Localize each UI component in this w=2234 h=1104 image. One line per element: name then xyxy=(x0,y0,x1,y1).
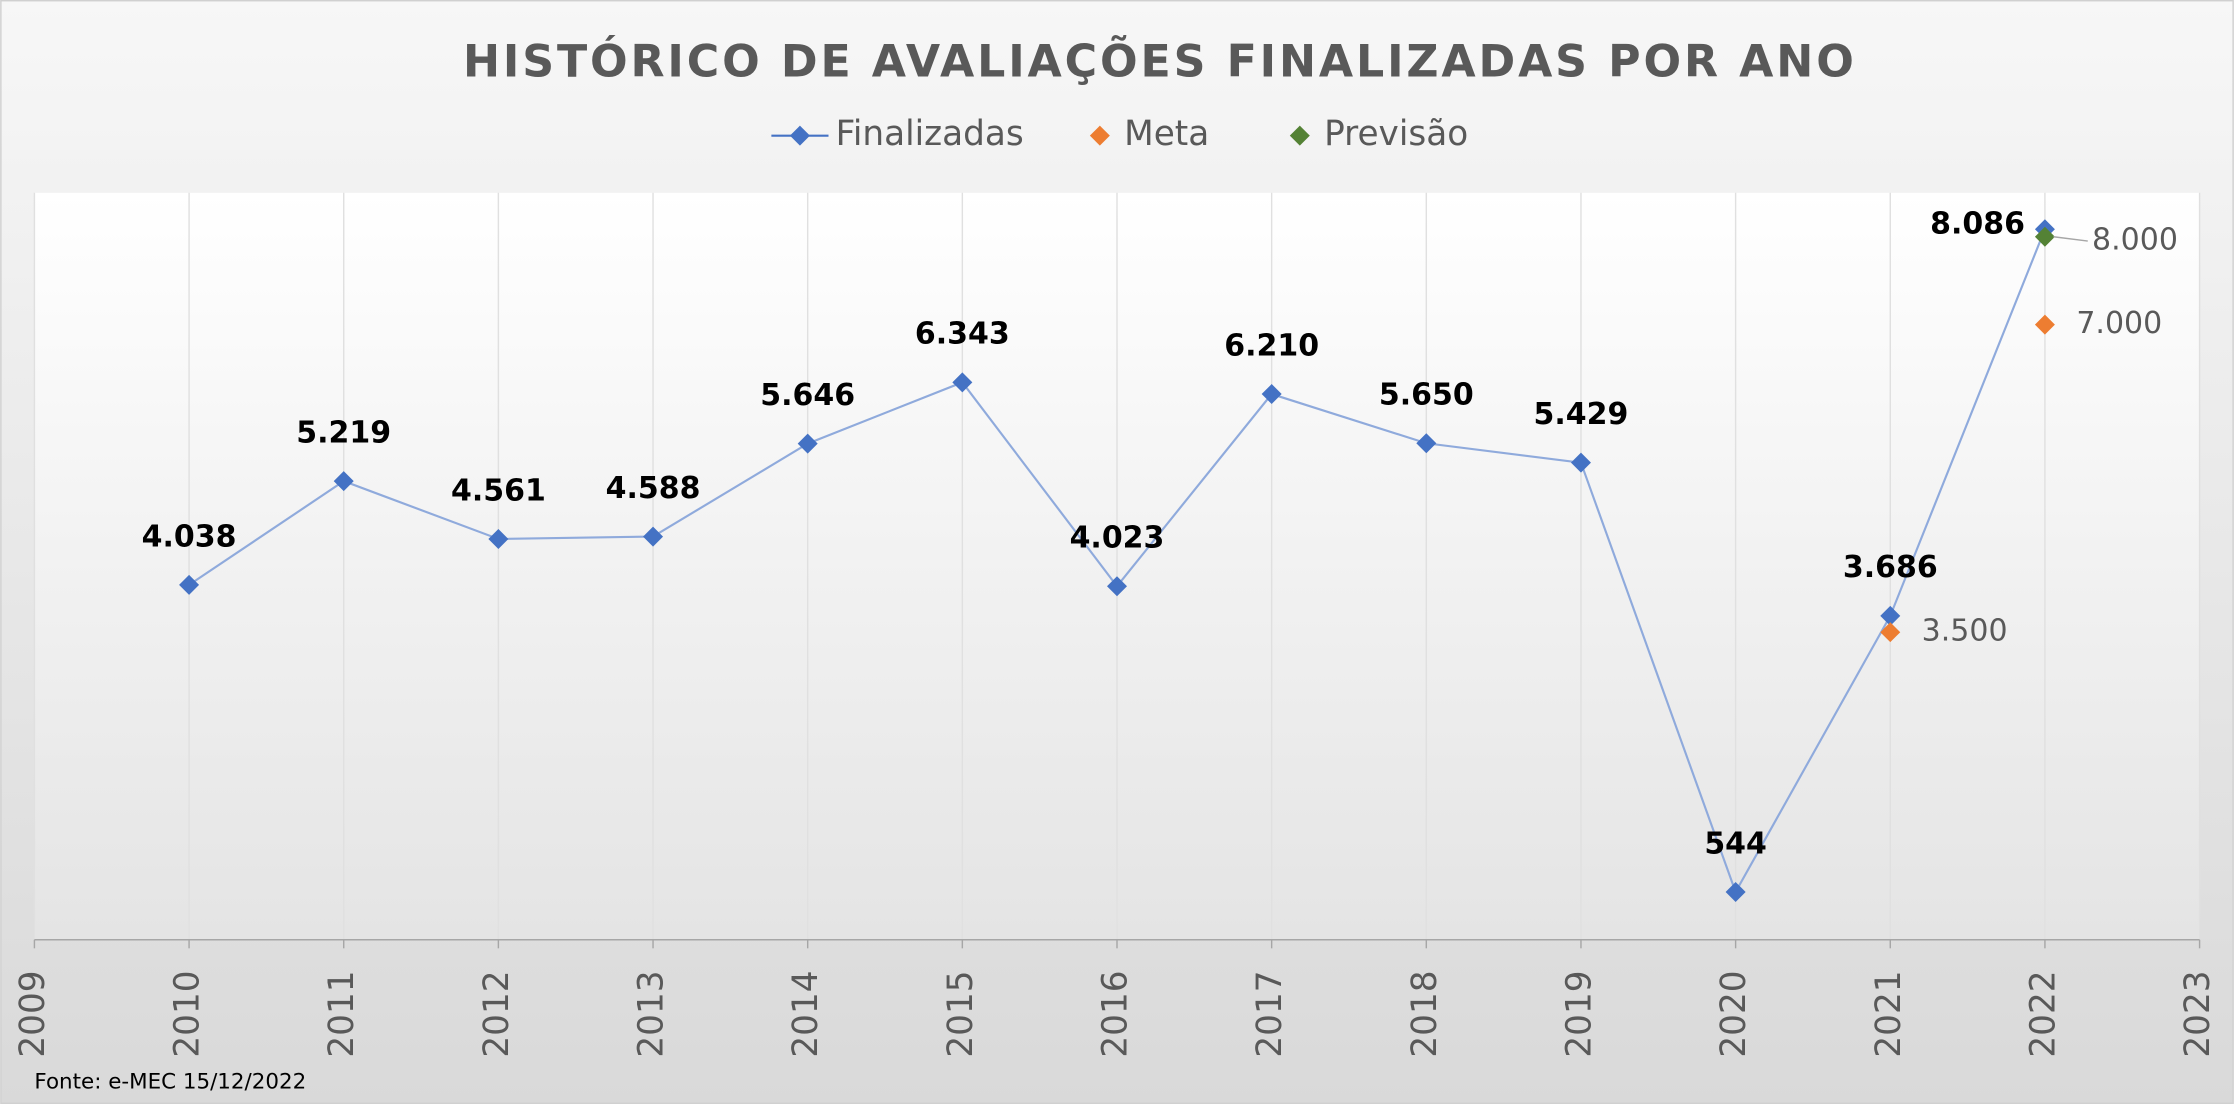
data-point xyxy=(1880,622,1901,643)
data-label: 544 xyxy=(1704,826,1767,861)
x-tick-label: 2019 xyxy=(1559,970,1599,1057)
data-point xyxy=(2034,226,2055,247)
leader-line xyxy=(2053,236,2088,242)
data-label: 6.210 xyxy=(1224,328,1319,363)
data-label: 4.588 xyxy=(606,471,701,506)
data-point xyxy=(488,528,509,549)
data-point xyxy=(643,526,664,547)
x-tick-label: 2014 xyxy=(786,970,826,1057)
data-point xyxy=(1725,881,1746,902)
data-point xyxy=(1261,384,1282,405)
data-label: 8.086 xyxy=(1930,206,2025,241)
legend-label: Previsão xyxy=(1324,114,1468,154)
data-point xyxy=(797,433,818,454)
x-tick-label: 2018 xyxy=(1405,970,1445,1057)
x-tick-label: 2022 xyxy=(2023,970,2063,1057)
x-tick-label: 2021 xyxy=(1869,970,1909,1057)
x-tick-label: 2010 xyxy=(168,970,208,1057)
legend-label: Finalizadas xyxy=(836,114,1024,154)
data-point xyxy=(333,471,354,492)
x-tick-label: 2011 xyxy=(322,970,362,1057)
x-tick-label: 2016 xyxy=(1096,970,1136,1057)
data-label: 5.429 xyxy=(1534,397,1629,432)
data-label: 3.686 xyxy=(1843,550,1938,585)
data-label: 7.000 xyxy=(2076,306,2162,341)
x-tick-label: 2020 xyxy=(1714,970,1754,1057)
data-point xyxy=(2034,314,2055,335)
data-label: 4.023 xyxy=(1070,521,1165,556)
x-tick-label: 2009 xyxy=(13,970,53,1057)
data-label: 5.650 xyxy=(1379,378,1474,413)
data-label: 3.500 xyxy=(1922,614,2008,649)
chart-title: HISTÓRICO DE AVALIAÇÕES FINALIZADAS POR … xyxy=(463,34,1857,87)
source-note: Fonte: e-MEC 15/12/2022 xyxy=(34,1070,306,1095)
data-label: 5.219 xyxy=(296,415,391,450)
x-tick-label: 2013 xyxy=(632,970,672,1057)
data-point xyxy=(952,372,973,393)
data-label: 4.038 xyxy=(142,519,237,554)
data-label: 6.343 xyxy=(915,317,1010,352)
data-point xyxy=(1880,605,1901,626)
x-tick-label: 2023 xyxy=(2178,970,2218,1057)
x-tick-label: 2017 xyxy=(1250,970,1290,1057)
data-point xyxy=(1570,452,1591,473)
x-tick-label: 2012 xyxy=(477,970,517,1057)
data-label: 4.561 xyxy=(451,473,546,508)
data-label: 8.000 xyxy=(2092,223,2178,258)
data-point xyxy=(1416,433,1437,454)
data-label: 5.646 xyxy=(760,378,855,413)
x-tick-label: 2015 xyxy=(941,970,981,1057)
legend-label: Meta xyxy=(1124,114,1209,154)
